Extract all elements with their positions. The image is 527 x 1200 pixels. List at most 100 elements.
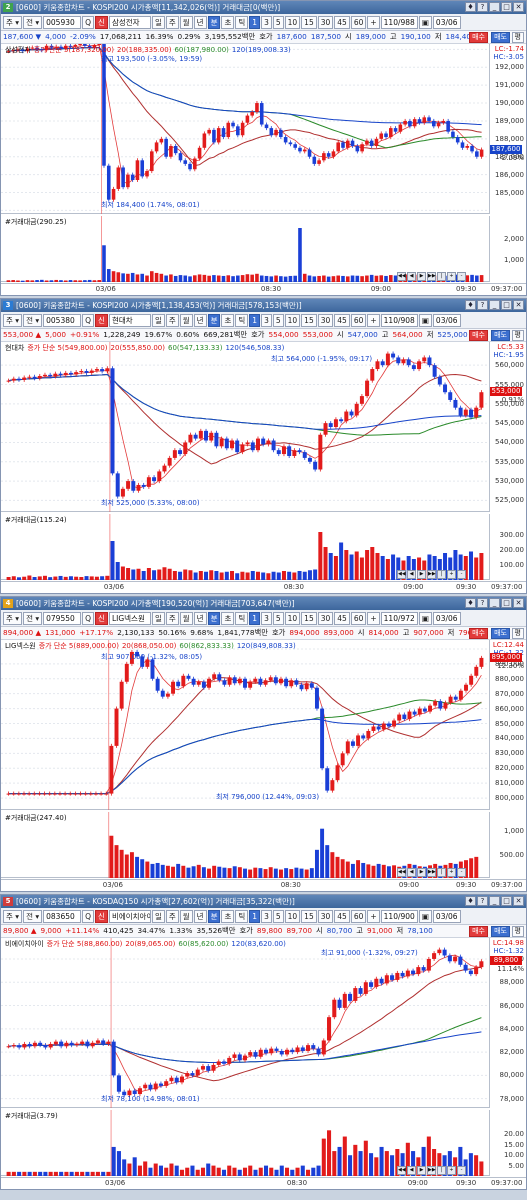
interval-30-button[interactable]: 30	[317, 313, 334, 327]
nav-button-2[interactable]: ▶	[417, 1166, 426, 1175]
interval-3-button[interactable]: 3	[261, 15, 272, 29]
chart-type-select[interactable]: 주 ▾	[3, 611, 23, 625]
average-button[interactable]: 평	[511, 628, 524, 639]
volume-chart[interactable]: #거래대금(115.24)	[1, 514, 489, 580]
period-second-button[interactable]: 초	[221, 611, 235, 625]
price-chart[interactable]: 삼성전자 증가 단순 5(187,320.00) 20(188,335.00) 60(…	[1, 44, 489, 214]
stock-code-input[interactable]: 079550	[43, 611, 82, 625]
time-axis[interactable]: 03/06 08:30 09:00 09:30 09:37:00	[1, 283, 526, 295]
nav-button-4[interactable]: |	[437, 868, 446, 877]
average-button[interactable]: 평	[511, 330, 524, 341]
time-axis[interactable]: 03/06 08:30 09:00 09:30 09:37:00	[1, 581, 526, 593]
restore-button[interactable]: □	[501, 300, 512, 310]
price-chart[interactable]: 현대차 증가 단순 5(549,800.00) 20(555,850.00) 60(5…	[1, 342, 489, 512]
add-interval-button[interactable]: +	[367, 313, 380, 327]
minimize-button[interactable]: _	[489, 896, 500, 906]
period-minute-button[interactable]: 분	[207, 15, 221, 29]
stock-code-input[interactable]: 083650	[43, 909, 82, 923]
bar-count-field[interactable]: 110/900	[380, 909, 418, 923]
period-year-button[interactable]: 년	[193, 611, 207, 625]
buy-button[interactable]: 매수	[469, 32, 488, 43]
bar-count-field[interactable]: 110/908	[380, 313, 418, 327]
nav-button-4[interactable]: |	[437, 272, 446, 281]
nav-button-0[interactable]: ◀◀	[397, 570, 406, 579]
period-month-button[interactable]: 월	[179, 15, 193, 29]
buy-button[interactable]: 매수	[469, 628, 488, 639]
display-settings-button[interactable]: ▣	[418, 313, 432, 327]
period-second-button[interactable]: 초	[221, 909, 235, 923]
nav-button-6[interactable]: -	[457, 570, 466, 579]
close-button[interactable]: ✕	[513, 896, 524, 906]
nav-button-2[interactable]: ▶	[417, 570, 426, 579]
interval-60-button[interactable]: 60	[350, 909, 367, 923]
help-icon[interactable]: ?	[477, 896, 488, 906]
volume-axis[interactable]: 20.00 15.00 10.00 5.00	[489, 1110, 526, 1176]
add-interval-button[interactable]: +	[367, 909, 380, 923]
bar-count-field[interactable]: 110/972	[380, 611, 418, 625]
minimize-button[interactable]: _	[489, 598, 500, 608]
period-year-button[interactable]: 년	[193, 15, 207, 29]
pin-icon[interactable]: ♦	[465, 598, 476, 608]
nav-button-1[interactable]: ◀	[407, 1166, 416, 1175]
price-axis[interactable]: LC:5.33 HC:-1.95 560,000 555,000 550,000 545,…	[489, 342, 526, 512]
period-month-button[interactable]: 월	[179, 909, 193, 923]
date-field[interactable]: 03/06	[432, 15, 461, 29]
minimize-button[interactable]: _	[489, 300, 500, 310]
period-week-button[interactable]: 주	[165, 611, 179, 625]
price-axis[interactable]: LC:12.44HC:-1.32890,000880,000870,000860…	[489, 640, 526, 810]
help-icon[interactable]: ?	[477, 598, 488, 608]
new-listing-badge[interactable]: 신	[95, 313, 108, 327]
interval-45-button[interactable]: 45	[334, 15, 350, 29]
period-minute-button[interactable]: 분	[207, 909, 221, 923]
interval-15-button[interactable]: 15	[301, 611, 317, 625]
price-axis[interactable]: LC:14.98HC:-1.3290,00088,00086,00084,000…	[489, 938, 526, 1108]
window-title-bar[interactable]: 5 [0600] 키움종합차트 - KOSDAQ150 시가총액[27,602(억…	[1, 895, 526, 908]
pin-icon[interactable]: ♦	[465, 300, 476, 310]
period-tick-button[interactable]: 틱	[235, 313, 249, 327]
interval-10-button[interactable]: 10	[284, 611, 301, 625]
new-listing-badge[interactable]: 신	[95, 611, 108, 625]
sell-button[interactable]: 매도	[491, 330, 510, 341]
volume-axis[interactable]: 300.00 200.00 100.00	[489, 514, 526, 580]
interval-10-button[interactable]: 10	[284, 909, 301, 923]
close-button[interactable]: ✕	[513, 300, 524, 310]
pin-icon[interactable]: ♦	[465, 896, 476, 906]
period-week-button[interactable]: 주	[165, 909, 179, 923]
nav-button-1[interactable]: ◀	[407, 272, 416, 281]
nav-button-5[interactable]: +	[447, 868, 456, 877]
period-minute-button[interactable]: 분	[207, 313, 221, 327]
nav-button-6[interactable]: -	[457, 868, 466, 877]
interval-60-button[interactable]: 60	[350, 611, 367, 625]
chart-scrollbar[interactable]: ◀◀ ◀ ▶ ▶▶ | + -	[1, 570, 489, 580]
new-listing-badge[interactable]: 신	[95, 909, 108, 923]
buy-button[interactable]: 매수	[469, 926, 488, 937]
period-week-button[interactable]: 주	[165, 15, 179, 29]
buy-button[interactable]: 매수	[469, 330, 488, 341]
add-interval-button[interactable]: +	[367, 15, 380, 29]
chart-scrollbar[interactable]: ◀◀ ◀ ▶ ▶▶ | + -	[1, 868, 489, 878]
average-button[interactable]: 평	[511, 32, 524, 43]
period-tick-button[interactable]: 틱	[235, 611, 249, 625]
volume-chart[interactable]: #거래대금(3.79)	[1, 1110, 489, 1176]
stock-code-input[interactable]: 005380	[43, 313, 82, 327]
stock-code-input[interactable]: 005930	[43, 15, 82, 29]
interval-5-button[interactable]: 5	[272, 15, 284, 29]
period-tick-button[interactable]: 틱	[235, 15, 249, 29]
interval-1-button[interactable]: 1	[249, 909, 261, 923]
interval-45-button[interactable]: 45	[334, 313, 350, 327]
bar-count-field[interactable]: 110/988	[380, 15, 418, 29]
nav-button-0[interactable]: ◀◀	[397, 1166, 406, 1175]
period-day-button[interactable]: 일	[151, 15, 165, 29]
date-field[interactable]: 03/06	[432, 611, 461, 625]
nav-button-4[interactable]: |	[437, 1166, 446, 1175]
nav-button-3[interactable]: ▶▶	[427, 272, 436, 281]
price-chart[interactable]: 비에이치아이 증가 단순 5(88,860.00) 20(89,065.00) 60(…	[1, 938, 489, 1108]
nav-button-2[interactable]: ▶	[417, 868, 426, 877]
period-second-button[interactable]: 초	[221, 313, 235, 327]
search-icon[interactable]: Q	[82, 15, 95, 29]
interval-3-button[interactable]: 3	[261, 313, 272, 327]
chart-scrollbar[interactable]: ◀◀ ◀ ▶ ▶▶ | + -	[1, 272, 489, 282]
time-axis[interactable]: 03/06 08:30 09:00 09:30 09:37:00	[1, 879, 526, 891]
chart-scrollbar[interactable]: ◀◀ ◀ ▶ ▶▶ | + -	[1, 1166, 489, 1176]
market-select[interactable]: 전 ▾	[23, 313, 43, 327]
